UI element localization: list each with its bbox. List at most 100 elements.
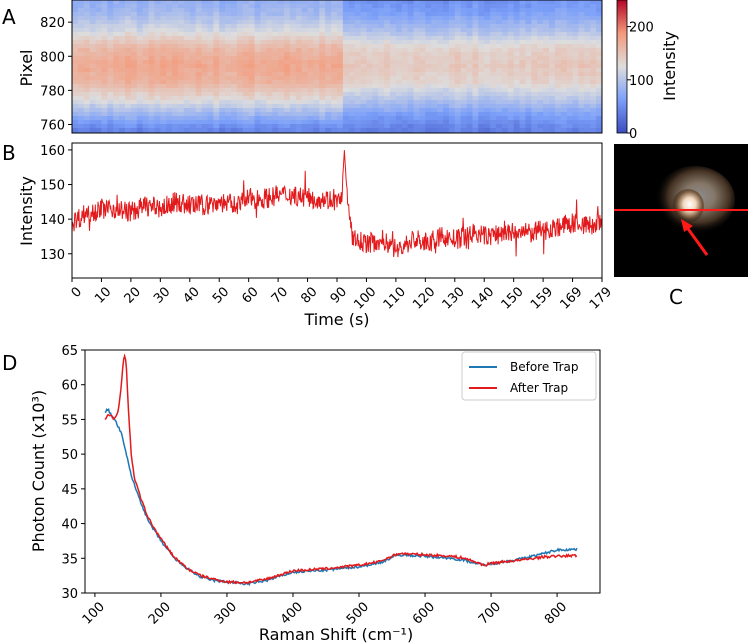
heatmap-cell xyxy=(236,24,244,29)
heatmap-cell xyxy=(77,116,85,121)
heatmap-cell xyxy=(236,128,244,133)
heatmap-cell xyxy=(325,48,332,53)
heatmap-cell xyxy=(207,100,214,105)
heatmap-cell xyxy=(395,92,403,97)
heatmap-cell xyxy=(584,16,591,21)
heatmap-cell xyxy=(136,12,144,17)
heatmap-cell xyxy=(572,24,580,29)
heatmap-cell xyxy=(578,0,585,5)
heatmap-cell xyxy=(572,48,580,53)
heatmap-cell xyxy=(496,28,503,33)
heatmap-cell xyxy=(466,16,474,21)
heatmap-cell xyxy=(448,20,456,25)
heatmap-cell xyxy=(337,124,344,129)
heatmap-cell xyxy=(572,8,580,13)
heatmap-cell xyxy=(384,32,391,37)
heatmap-cell xyxy=(242,120,250,125)
heatmap-cell xyxy=(119,36,126,41)
heatmap-cell xyxy=(172,24,179,29)
heatmap-cell xyxy=(490,72,497,77)
heatmap-cell xyxy=(101,128,108,133)
heatmap-cell xyxy=(596,88,602,93)
heatmap-cell xyxy=(390,36,397,41)
heatmap-cell xyxy=(466,100,474,105)
heatmap-cell xyxy=(490,96,497,101)
heatmap-cell xyxy=(154,116,161,121)
heatmap-cell xyxy=(466,64,474,69)
heatmap-cell xyxy=(207,12,214,17)
heatmap-cell xyxy=(83,36,91,41)
heatmap-cell xyxy=(142,112,150,117)
heatmap-cell xyxy=(260,24,267,29)
heatmap-cell xyxy=(590,16,597,21)
heatmap-cell xyxy=(484,36,491,41)
heatmap-cell xyxy=(537,8,544,13)
heatmap-cell xyxy=(560,0,568,5)
heatmap-cell xyxy=(130,124,138,129)
heatmap-cell xyxy=(460,20,468,25)
heatmap-cell xyxy=(278,128,285,133)
heatmap-cell xyxy=(443,48,450,53)
heatmap-cell xyxy=(148,124,156,129)
heatmap-cell xyxy=(425,120,432,125)
heatmap-cell xyxy=(372,52,379,57)
heatmap-cell xyxy=(113,12,120,17)
heatmap-cell xyxy=(584,100,591,105)
heatmap-cell xyxy=(466,80,474,85)
heatmap-cell xyxy=(372,60,379,65)
heatmap-cell xyxy=(178,96,185,101)
heatmap-cell xyxy=(519,96,527,101)
heatmap-cell xyxy=(413,12,421,17)
heatmap-cell xyxy=(242,76,250,81)
heatmap-cell xyxy=(549,108,556,113)
heatmap-cell xyxy=(313,128,320,133)
heatmap-cell xyxy=(360,40,368,45)
heatmap-cell xyxy=(560,24,568,29)
heatmap-cell xyxy=(148,56,156,61)
heatmap-cell xyxy=(360,116,368,121)
heatmap-cell xyxy=(560,8,568,13)
heatmap-cell xyxy=(148,4,156,9)
heatmap-cell xyxy=(443,104,450,109)
heatmap-cell xyxy=(119,28,126,33)
heatmap-cell xyxy=(125,56,132,61)
heatmap-cell xyxy=(401,120,409,125)
heatmap-cell xyxy=(72,112,79,117)
heatmap-cell xyxy=(278,68,285,73)
heatmap-cell xyxy=(119,48,126,53)
heatmap-cell xyxy=(513,60,521,65)
heatmap-cell xyxy=(395,8,403,13)
heatmap-cell xyxy=(225,28,232,33)
heatmap-cell xyxy=(507,4,515,9)
heatmap-cell xyxy=(89,28,97,33)
heatmap-cell xyxy=(472,56,479,61)
heatmap-cell xyxy=(454,104,462,109)
heatmap-cell xyxy=(83,20,91,25)
heatmap-cell xyxy=(337,56,344,61)
heatmap-cell xyxy=(319,120,326,125)
heatmap-cell xyxy=(254,128,262,133)
heatmap-cell xyxy=(225,8,232,13)
heatmap-cell xyxy=(325,72,332,77)
heatmap-cell xyxy=(360,52,368,57)
heatmap-cell xyxy=(337,100,344,105)
heatmap-cell xyxy=(454,96,462,101)
heatmap-cell xyxy=(484,88,491,93)
heatmap-cell xyxy=(354,112,362,117)
heatmap-cell xyxy=(390,84,397,89)
heatmap-cell xyxy=(95,124,103,129)
heatmap-cell xyxy=(307,124,315,129)
heatmap-cell xyxy=(119,16,126,21)
heatmap-cell xyxy=(278,28,285,33)
heatmap-cell xyxy=(537,116,544,121)
heatmap-cell xyxy=(248,68,256,73)
heatmap-cell xyxy=(401,124,409,129)
heatmap-cell xyxy=(448,36,456,41)
heatmap-cell xyxy=(284,84,291,89)
heatmap-cell xyxy=(354,64,362,69)
heatmap-cell xyxy=(407,124,415,129)
heatmap-cell xyxy=(172,108,179,113)
heatmap-cell xyxy=(295,16,303,21)
heatmap-cell xyxy=(166,20,173,25)
heatmap-cell xyxy=(166,48,173,53)
